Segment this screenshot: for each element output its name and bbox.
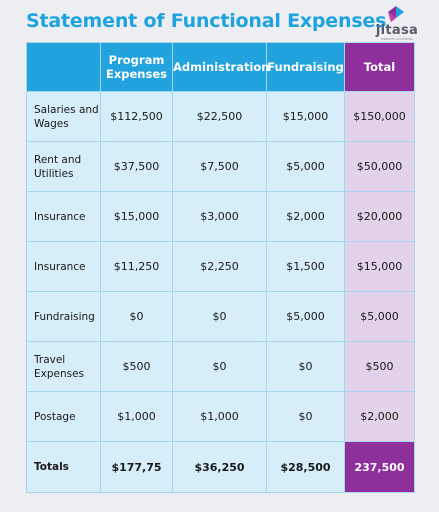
table-row: Fundraising $0 $0 $5,000 $5,000 <box>26 291 415 342</box>
cell-administration: $0 <box>172 341 267 392</box>
row-label: Insurance <box>26 241 101 292</box>
cell-program: $37,500 <box>100 141 173 192</box>
cell-fundraising: $5,000 <box>266 291 345 342</box>
total-program: $177,75 <box>100 441 173 493</box>
totals-row: Totals $177,75 $36,250 $28,500 237,500 <box>26 441 415 493</box>
cell-administration: $7,500 <box>172 141 267 192</box>
row-label: Travel Expenses <box>26 341 101 392</box>
cell-fundraising: $15,000 <box>266 91 345 142</box>
cell-program: $15,000 <box>100 191 173 242</box>
cell-administration: $1,000 <box>172 391 267 442</box>
totals-label: Totals <box>26 441 101 493</box>
cell-program: $0 <box>100 291 173 342</box>
cell-total: $2,000 <box>344 391 415 442</box>
cell-administration: $0 <box>172 291 267 342</box>
jitasa-logo-icon <box>388 6 404 22</box>
jitasa-logo: jitasa NONPROFIT ACCOUNTING <box>374 6 420 41</box>
table-row: Travel Expenses $500 $0 $0 $500 <box>26 341 415 392</box>
row-label: Fundraising <box>26 291 101 342</box>
header-fundraising: Fundraising <box>266 42 345 92</box>
cell-administration: $3,000 <box>172 191 267 242</box>
cell-total: $20,000 <box>344 191 415 242</box>
cell-fundraising: $1,500 <box>266 241 345 292</box>
header-total: Total <box>344 42 415 92</box>
cell-total: $500 <box>344 341 415 392</box>
cell-total: $150,000 <box>344 91 415 142</box>
row-label: Postage <box>26 391 101 442</box>
header-administration: Administration <box>172 42 270 92</box>
table-row: Insurance $11,250 $2,250 $1,500 $15,000 <box>26 241 415 292</box>
total-fundraising: $28,500 <box>266 441 345 493</box>
cell-program: $112,500 <box>100 91 173 142</box>
row-label: Rent and Utilities <box>26 141 101 192</box>
functional-expenses-table: Program Expenses Administration Fundrais… <box>26 42 415 493</box>
table-row: Salaries and Wages $112,500 $22,500 $15,… <box>26 91 415 142</box>
cell-administration: $22,500 <box>172 91 267 142</box>
cell-program: $1,000 <box>100 391 173 442</box>
grand-total: 237,500 <box>344 441 415 493</box>
table-row: Insurance $15,000 $3,000 $2,000 $20,000 <box>26 191 415 242</box>
cell-fundraising: $2,000 <box>266 191 345 242</box>
page-title: Statement of Functional Expenses <box>26 10 387 32</box>
cell-total: $5,000 <box>344 291 415 342</box>
header-corner <box>26 42 101 92</box>
row-label: Salaries and Wages <box>26 91 101 142</box>
cell-administration: $2,250 <box>172 241 267 292</box>
logo-tagline: NONPROFIT ACCOUNTING <box>380 38 414 41</box>
cell-program: $500 <box>100 341 173 392</box>
table-header-row: Program Expenses Administration Fundrais… <box>26 42 415 92</box>
cell-fundraising: $5,000 <box>266 141 345 192</box>
cell-total: $50,000 <box>344 141 415 192</box>
logo-wordmark: jitasa <box>375 23 419 38</box>
table-row: Rent and Utilities $37,500 $7,500 $5,000… <box>26 141 415 192</box>
row-label: Insurance <box>26 191 101 242</box>
cell-fundraising: $0 <box>266 341 345 392</box>
cell-total: $15,000 <box>344 241 415 292</box>
table-row: Postage $1,000 $1,000 $0 $2,000 <box>26 391 415 442</box>
cell-program: $11,250 <box>100 241 173 292</box>
cell-fundraising: $0 <box>266 391 345 442</box>
header-program-expenses: Program Expenses <box>100 42 173 92</box>
total-administration: $36,250 <box>172 441 267 493</box>
